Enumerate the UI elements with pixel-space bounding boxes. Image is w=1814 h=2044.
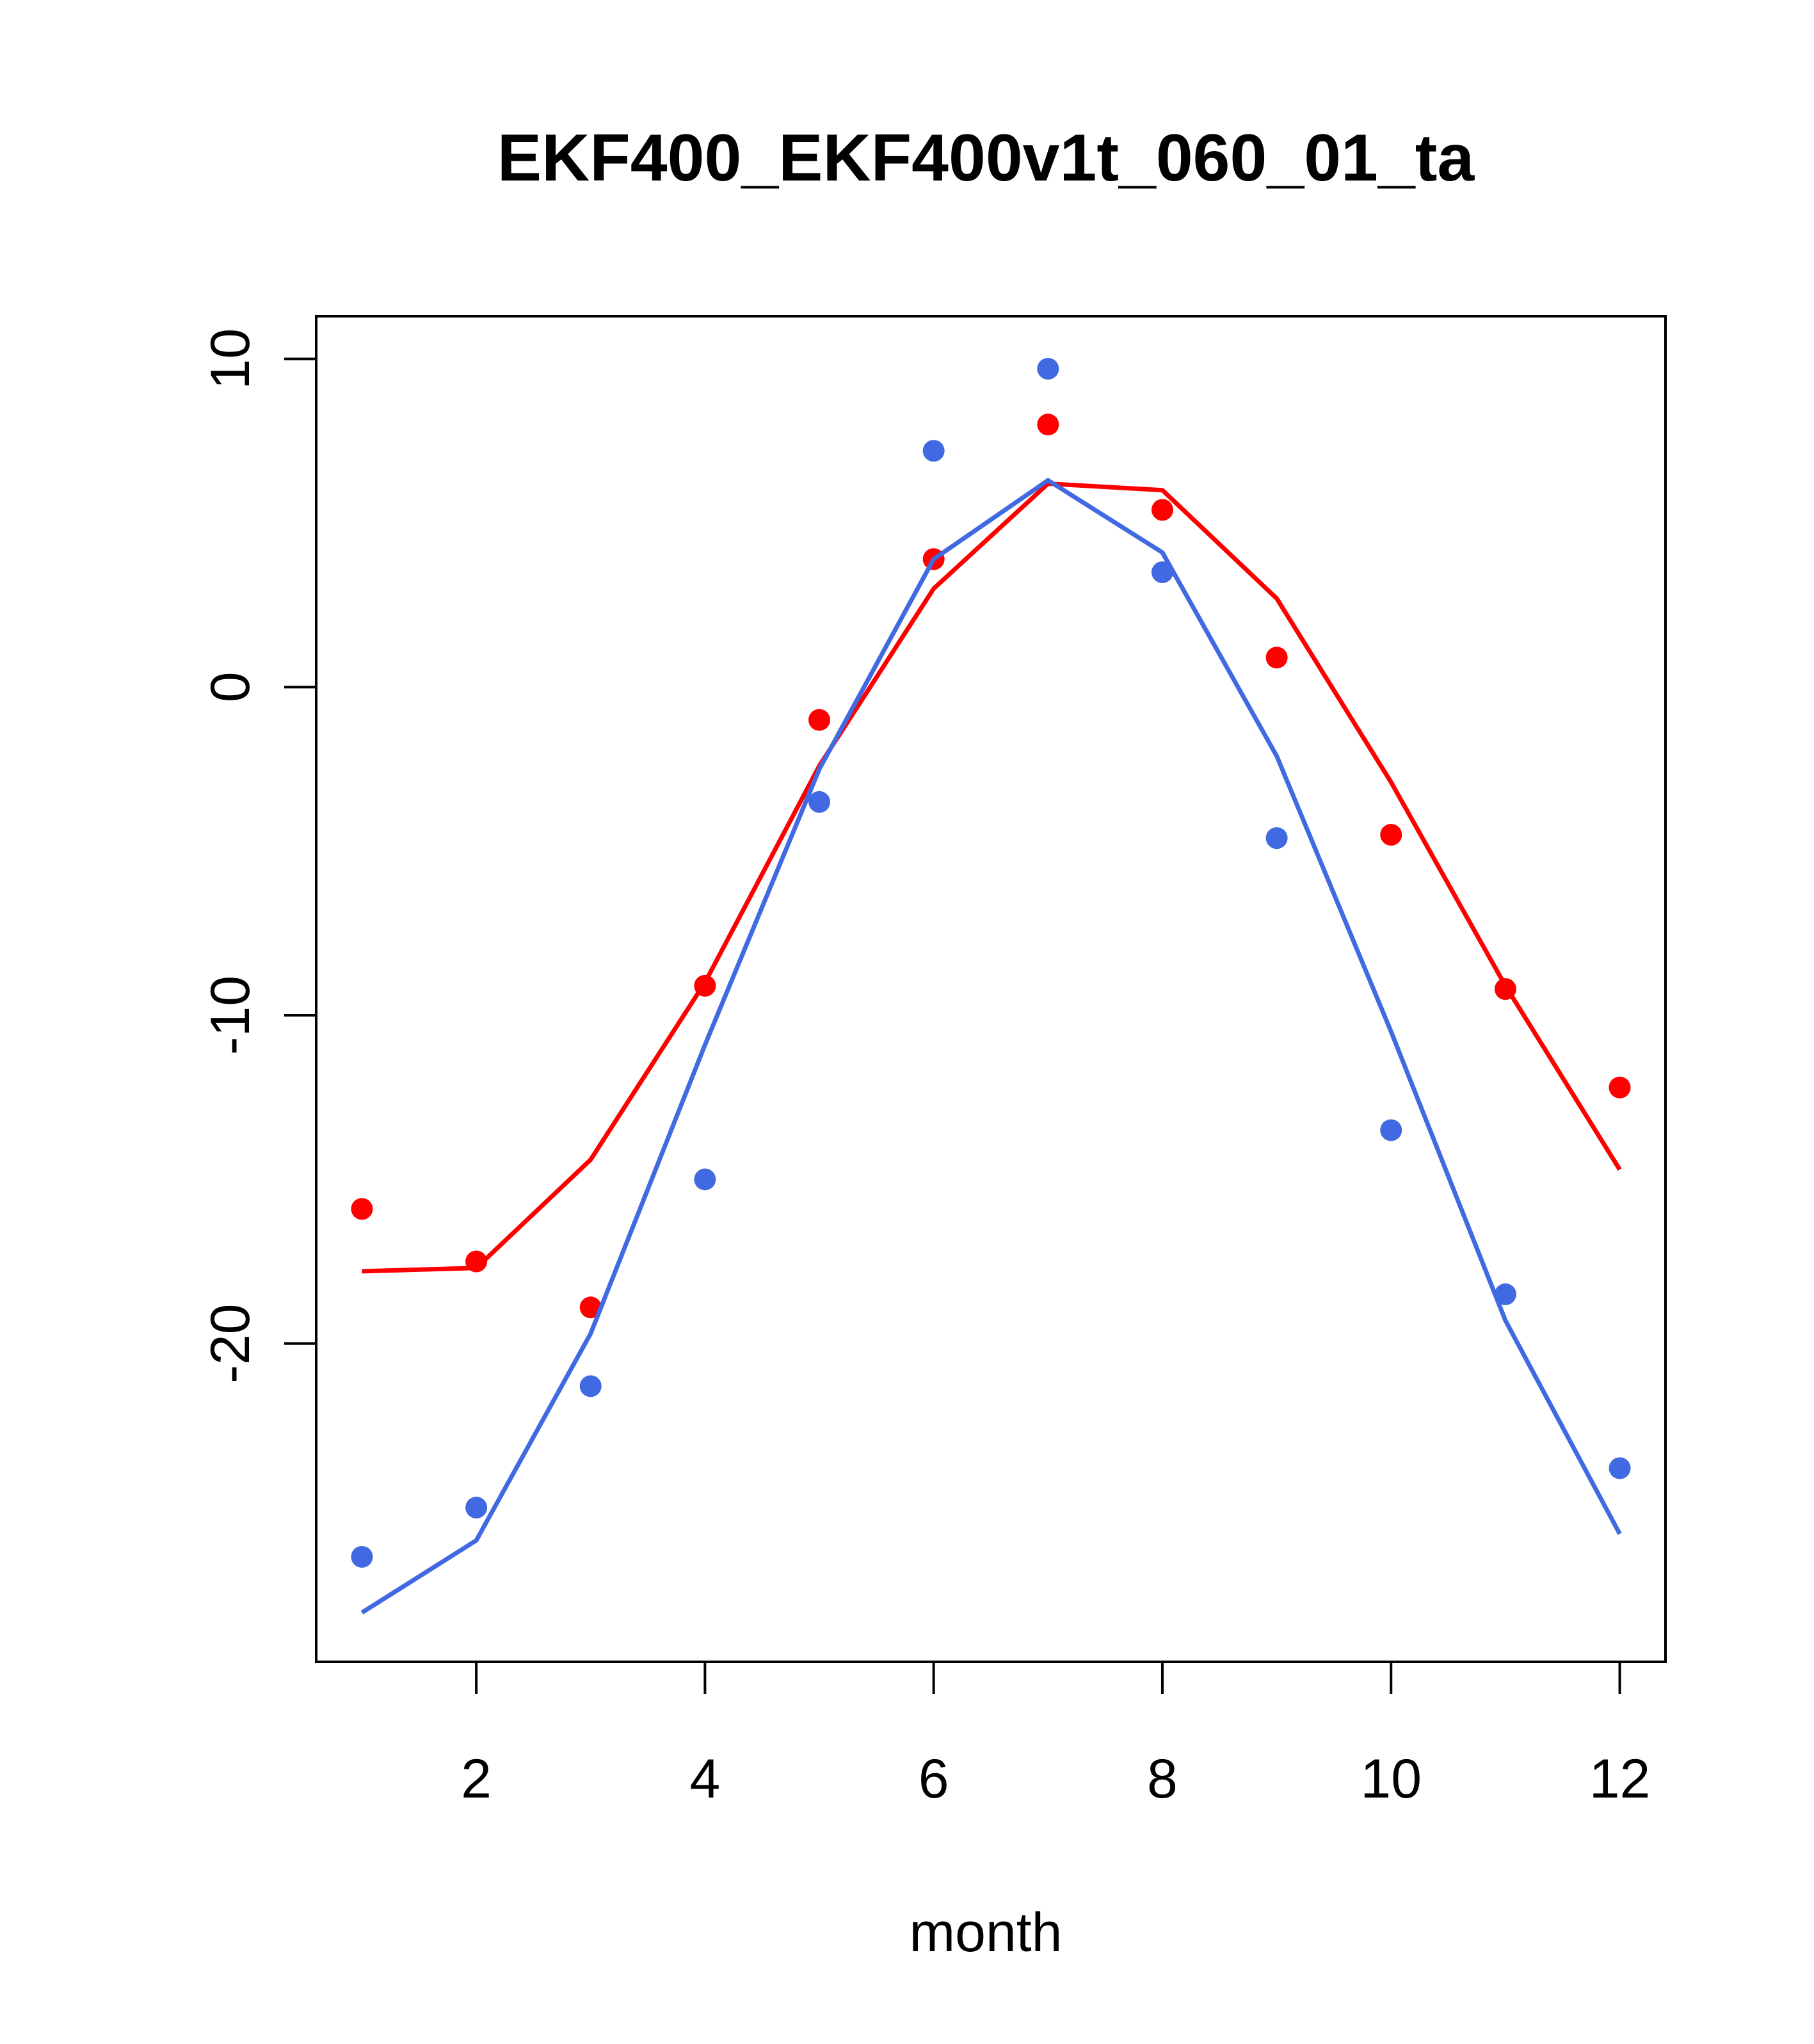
chart-title: EKF400_EKF400v1t_060_01_ta xyxy=(497,121,1475,195)
y-tick-label: -20 xyxy=(200,1304,261,1383)
series-1-point xyxy=(1151,499,1173,521)
series-1-point xyxy=(579,1296,602,1319)
series-2-point xyxy=(1265,827,1288,849)
series-1-point xyxy=(1037,414,1059,436)
series-2-point xyxy=(694,1168,716,1191)
x-tick-label: 2 xyxy=(461,1748,492,1810)
series-1-point xyxy=(465,1250,488,1273)
x-tick-label: 4 xyxy=(689,1748,720,1810)
x-tick-label: 10 xyxy=(1360,1748,1422,1810)
series-2-point xyxy=(1151,561,1173,583)
series-1-point xyxy=(1609,1076,1631,1098)
series-2-point xyxy=(351,1545,373,1568)
series-1-point xyxy=(1380,824,1402,846)
series-2-point xyxy=(1609,1457,1631,1479)
series-1-point xyxy=(1265,647,1288,669)
plot-area: 2 4 6 8 10 12 -20 -10 0 10 xyxy=(200,315,1667,1810)
y-tick-label: -10 xyxy=(200,976,261,1055)
y-tick-label: 10 xyxy=(200,328,261,390)
x-axis-title: month xyxy=(909,1902,1062,1963)
x-tick-label: 8 xyxy=(1147,1748,1178,1810)
series-2-point xyxy=(922,440,945,462)
series-2-point xyxy=(1037,358,1059,380)
series-2-point xyxy=(1494,1283,1516,1305)
series-1-point xyxy=(808,709,831,731)
series-1-point xyxy=(1494,978,1516,1000)
x-tick-label: 6 xyxy=(919,1748,949,1810)
series-2-line xyxy=(360,478,1622,1615)
y-tick-label: 0 xyxy=(200,672,261,702)
series-2-point xyxy=(808,791,831,813)
series-2-point xyxy=(579,1375,602,1397)
series-1-point xyxy=(694,974,716,997)
series-2-point xyxy=(1380,1119,1402,1141)
x-tick-label: 12 xyxy=(1589,1748,1651,1810)
series-1-point xyxy=(351,1198,373,1220)
series-2-point xyxy=(465,1497,488,1519)
series-1-line xyxy=(362,481,1622,1274)
